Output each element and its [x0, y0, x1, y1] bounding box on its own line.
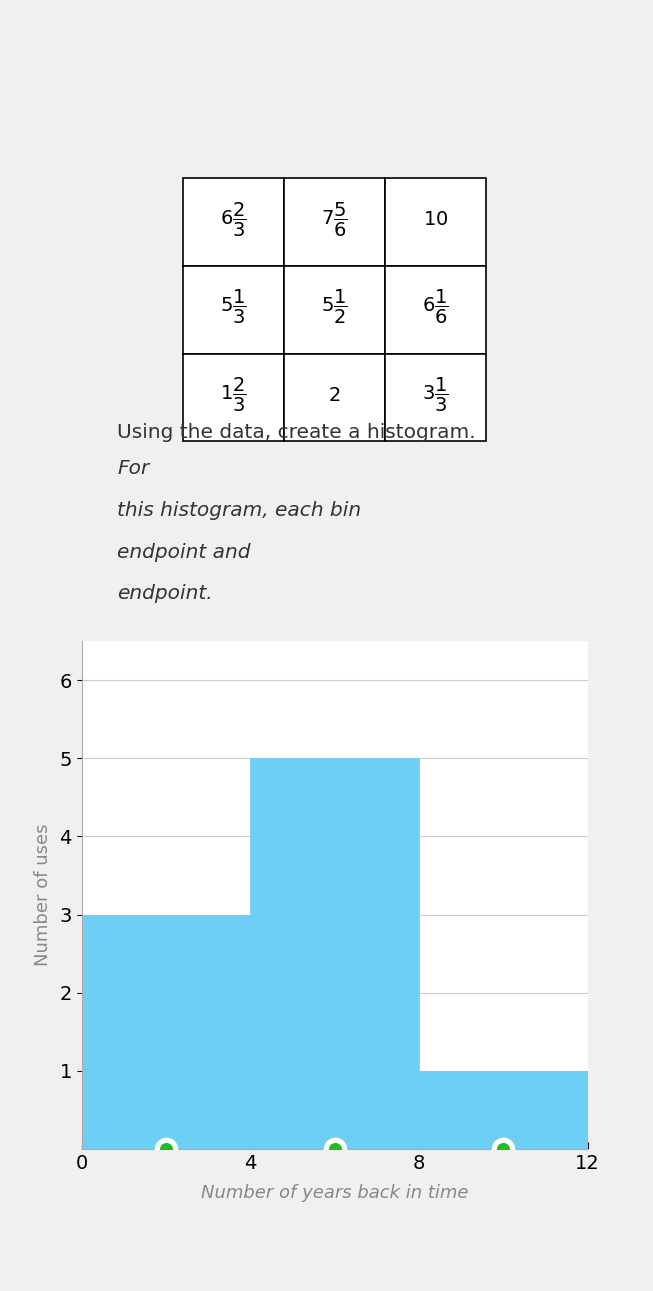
Bar: [183, 178, 284, 266]
Text: Using the data, create a histogram.: Using the data, create a histogram.: [117, 422, 475, 442]
Text: $5\dfrac{1}{2}$: $5\dfrac{1}{2}$: [321, 288, 348, 327]
Bar: [385, 178, 486, 266]
Text: $3\dfrac{1}{3}$: $3\dfrac{1}{3}$: [422, 376, 449, 414]
Text: $5\dfrac{1}{3}$: $5\dfrac{1}{3}$: [220, 288, 247, 327]
Bar: [183, 354, 284, 442]
Bar: [385, 354, 486, 442]
Text: $2$: $2$: [328, 386, 341, 404]
Text: For: For: [117, 460, 150, 479]
Text: $6\dfrac{2}{3}$: $6\dfrac{2}{3}$: [220, 200, 247, 239]
Y-axis label: Number of uses: Number of uses: [35, 824, 52, 966]
Text: endpoint.: endpoint.: [117, 584, 213, 603]
Bar: [284, 178, 385, 266]
Text: $10$: $10$: [423, 210, 449, 229]
Bar: [419, 1070, 588, 1149]
X-axis label: Number of years back in time: Number of years back in time: [201, 1184, 468, 1202]
Text: this histogram, each bin: this histogram, each bin: [117, 501, 368, 520]
Text: $7\dfrac{5}{6}$: $7\dfrac{5}{6}$: [321, 200, 348, 239]
Bar: [250, 758, 419, 1149]
Bar: [385, 266, 486, 354]
Bar: [284, 354, 385, 442]
Text: $1\dfrac{2}{3}$: $1\dfrac{2}{3}$: [220, 376, 247, 414]
Bar: [284, 266, 385, 354]
Text: $6\dfrac{1}{6}$: $6\dfrac{1}{6}$: [422, 288, 449, 327]
Text: endpoint and: endpoint and: [117, 542, 257, 562]
Bar: [82, 914, 250, 1149]
Bar: [183, 266, 284, 354]
